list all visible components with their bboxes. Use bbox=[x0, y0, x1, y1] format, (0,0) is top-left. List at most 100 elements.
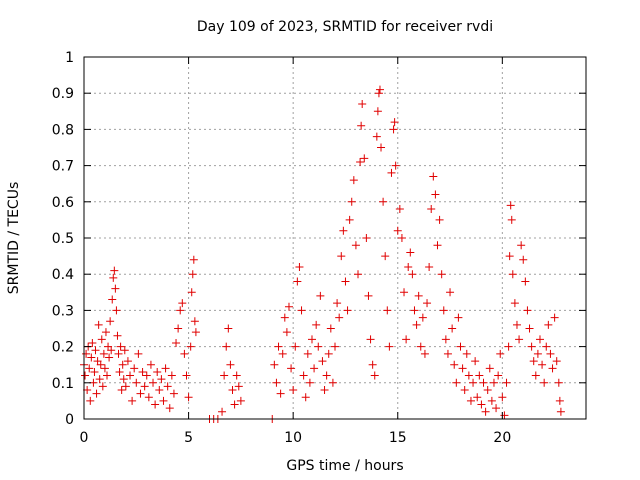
data-point bbox=[228, 386, 237, 395]
data-point bbox=[406, 248, 415, 257]
data-point bbox=[180, 349, 189, 358]
data-point bbox=[473, 393, 482, 402]
y-tick-label: 1 bbox=[65, 50, 74, 66]
data-point bbox=[326, 324, 335, 333]
data-point bbox=[134, 349, 143, 358]
data-point bbox=[142, 371, 151, 380]
data-point bbox=[155, 386, 164, 395]
data-point bbox=[174, 324, 183, 333]
data-point bbox=[443, 349, 452, 358]
data-point bbox=[500, 411, 509, 420]
data-point bbox=[362, 234, 371, 242]
data-point bbox=[429, 172, 438, 181]
data-point bbox=[188, 270, 197, 279]
data-point bbox=[373, 107, 382, 116]
data-point bbox=[272, 378, 281, 387]
data-point bbox=[469, 378, 478, 387]
data-point bbox=[349, 176, 358, 185]
data-point bbox=[416, 342, 425, 351]
data-point bbox=[151, 400, 160, 409]
data-point bbox=[333, 299, 342, 308]
data-point bbox=[475, 371, 484, 380]
data-point bbox=[437, 270, 446, 279]
data-point bbox=[458, 364, 467, 373]
data-point bbox=[462, 349, 471, 358]
data-point bbox=[395, 205, 404, 214]
data-point bbox=[527, 342, 536, 351]
data-point bbox=[533, 349, 542, 358]
y-tick-label: 0.2 bbox=[52, 340, 74, 356]
data-point bbox=[186, 342, 195, 351]
data-point bbox=[400, 288, 409, 297]
data-point bbox=[187, 288, 196, 297]
data-point bbox=[224, 324, 233, 333]
y-tick-label: 0.5 bbox=[52, 231, 74, 247]
data-point bbox=[182, 371, 191, 380]
data-point bbox=[448, 324, 457, 333]
data-point bbox=[387, 168, 396, 177]
data-point bbox=[87, 353, 96, 362]
data-point bbox=[218, 407, 227, 416]
data-point bbox=[385, 342, 394, 351]
data-point bbox=[161, 364, 170, 373]
y-tick-label: 0.9 bbox=[52, 86, 74, 102]
data-point bbox=[521, 277, 530, 286]
data-point bbox=[297, 306, 306, 315]
data-point bbox=[101, 328, 110, 337]
data-point bbox=[114, 349, 123, 358]
data-point bbox=[414, 291, 423, 300]
data-point bbox=[408, 270, 417, 279]
data-point bbox=[120, 346, 129, 355]
y-axis-label: SRMTID / TECUs bbox=[6, 182, 22, 295]
data-point bbox=[92, 389, 101, 398]
data-point bbox=[106, 317, 115, 326]
data-point bbox=[525, 324, 534, 333]
data-point bbox=[172, 338, 181, 347]
data-point bbox=[466, 396, 475, 405]
data-point bbox=[464, 371, 473, 380]
data-point bbox=[450, 360, 459, 369]
x-axis-label: GPS time / hours bbox=[286, 458, 403, 474]
data-point bbox=[512, 320, 521, 329]
data-point bbox=[498, 393, 507, 402]
data-point bbox=[159, 396, 168, 405]
data-point bbox=[295, 262, 304, 271]
data-point bbox=[276, 389, 285, 398]
data-point bbox=[425, 262, 434, 271]
data-point bbox=[105, 353, 114, 362]
data-point bbox=[460, 386, 469, 395]
data-point bbox=[82, 349, 91, 358]
data-point bbox=[515, 335, 524, 344]
y-tick-label: 0.6 bbox=[52, 195, 74, 211]
data-point bbox=[312, 320, 321, 329]
data-point bbox=[550, 313, 559, 322]
data-point bbox=[345, 215, 354, 224]
y-tick-label: 0.4 bbox=[52, 267, 74, 283]
x-tick-label: 20 bbox=[493, 430, 511, 446]
data-point bbox=[341, 277, 350, 286]
data-point bbox=[356, 157, 365, 166]
data-point bbox=[130, 364, 139, 373]
data-point bbox=[357, 121, 366, 130]
y-tick-label: 0 bbox=[65, 412, 74, 428]
data-point bbox=[337, 252, 346, 261]
data-point bbox=[372, 132, 381, 141]
data-point bbox=[506, 201, 515, 210]
data-point bbox=[452, 378, 461, 387]
data-point bbox=[481, 407, 490, 416]
data-point bbox=[523, 306, 532, 315]
data-point bbox=[324, 349, 333, 358]
data-point bbox=[542, 342, 551, 351]
data-point bbox=[494, 371, 503, 380]
data-point bbox=[496, 349, 505, 358]
data-point bbox=[471, 357, 480, 366]
data-point bbox=[86, 396, 95, 405]
data-point bbox=[423, 299, 432, 308]
data-point bbox=[360, 154, 369, 163]
data-point bbox=[118, 360, 127, 369]
data-point bbox=[504, 342, 513, 351]
data-point bbox=[126, 371, 135, 380]
data-point bbox=[389, 125, 398, 134]
data-point bbox=[119, 375, 128, 384]
data-point bbox=[287, 364, 296, 373]
